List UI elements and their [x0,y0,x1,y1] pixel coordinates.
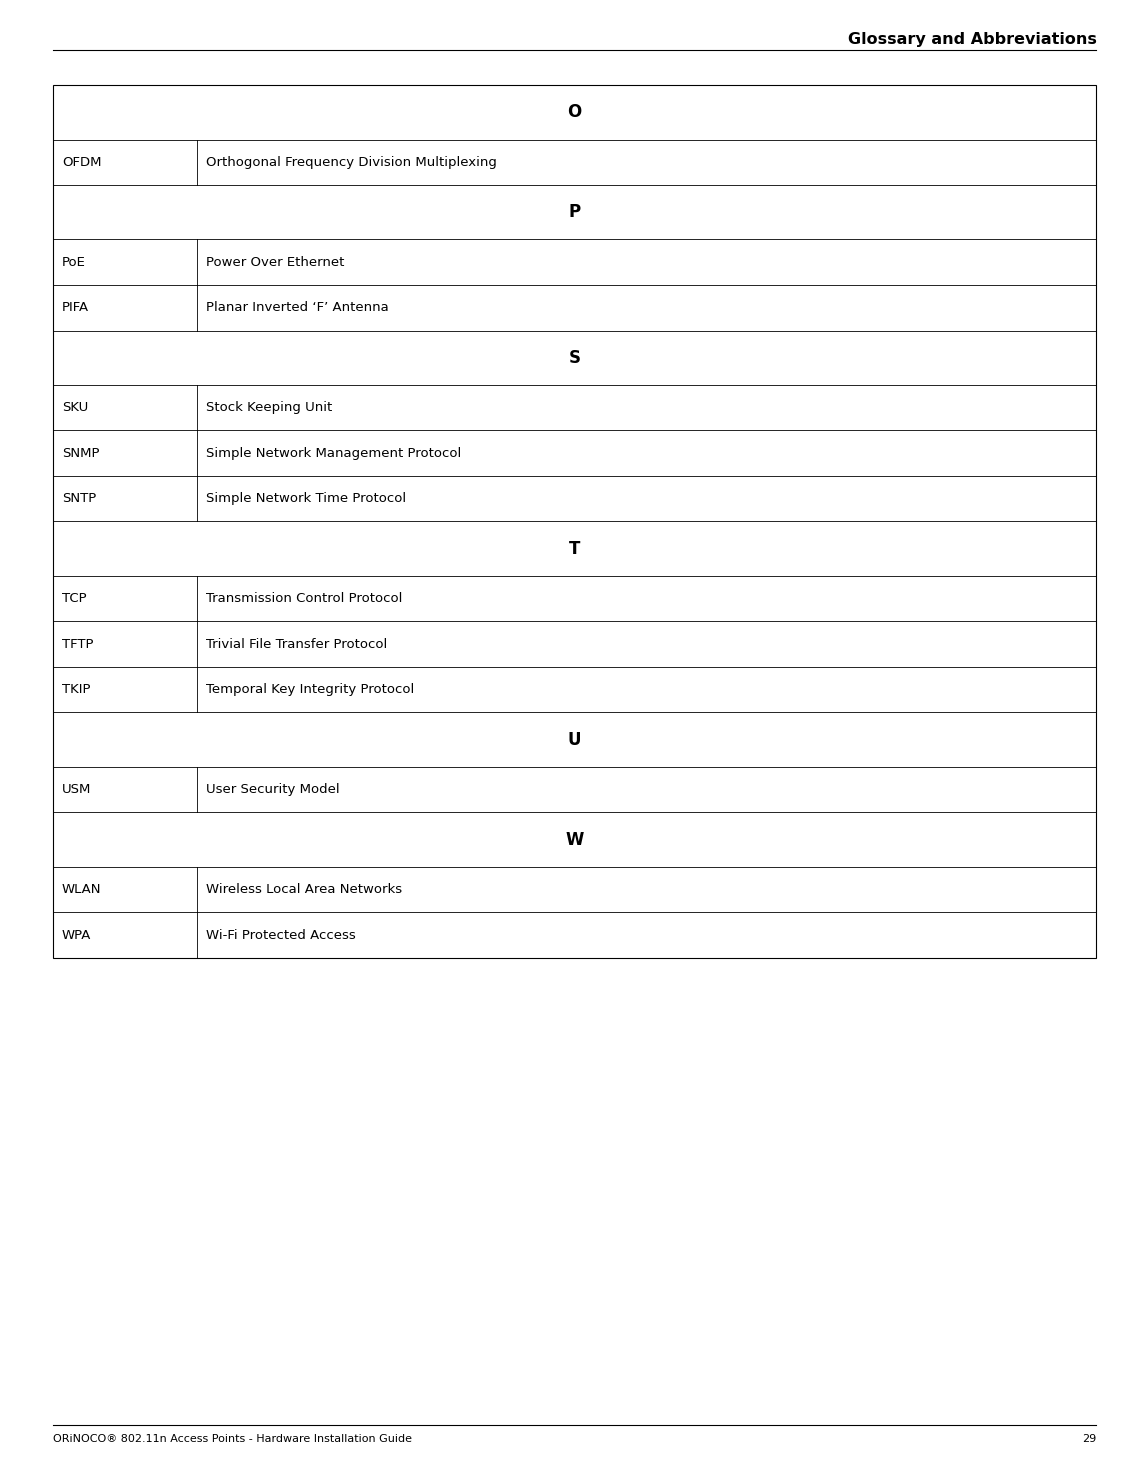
Text: SNTP: SNTP [62,492,96,505]
Text: P: P [569,203,581,222]
Text: O: O [567,103,582,122]
Text: Wireless Local Area Networks: Wireless Local Area Networks [206,883,403,896]
Text: Simple Network Time Protocol: Simple Network Time Protocol [206,492,406,505]
Text: ORiNOCO® 802.11n Access Points - Hardware Installation Guide: ORiNOCO® 802.11n Access Points - Hardwar… [53,1434,412,1444]
Text: 29: 29 [1082,1434,1096,1444]
Text: Stock Keeping Unit: Stock Keeping Unit [206,401,333,414]
Text: WLAN: WLAN [62,883,102,896]
Text: W: W [565,830,584,849]
Text: Temporal Key Integrity Protocol: Temporal Key Integrity Protocol [206,683,415,696]
Text: Transmission Control Protocol: Transmission Control Protocol [206,592,403,605]
Text: T: T [569,539,581,558]
Text: Power Over Ethernet: Power Over Ethernet [206,256,345,269]
Text: PIFA: PIFA [62,301,89,314]
Text: Simple Network Management Protocol: Simple Network Management Protocol [206,447,461,460]
Text: TFTP: TFTP [62,638,94,651]
Text: Planar Inverted ‘F’ Antenna: Planar Inverted ‘F’ Antenna [206,301,389,314]
Text: OFDM: OFDM [62,156,102,169]
Bar [53,85,1096,958]
Text: U: U [569,730,581,749]
Text: TCP: TCP [62,592,87,605]
Text: S: S [569,348,581,367]
Text: WPA: WPA [62,928,91,942]
Text: SKU: SKU [62,401,88,414]
Text: Glossary and Abbreviations: Glossary and Abbreviations [847,32,1096,47]
Text: SNMP: SNMP [62,447,99,460]
Text: PoE: PoE [62,256,86,269]
Text: Trivial File Transfer Protocol: Trivial File Transfer Protocol [206,638,388,651]
Text: User Security Model: User Security Model [206,783,340,796]
Text: USM: USM [62,783,91,796]
Text: Wi-Fi Protected Access: Wi-Fi Protected Access [206,928,356,942]
Text: TKIP: TKIP [62,683,90,696]
Text: Orthogonal Frequency Division Multiplexing: Orthogonal Frequency Division Multiplexi… [206,156,497,169]
